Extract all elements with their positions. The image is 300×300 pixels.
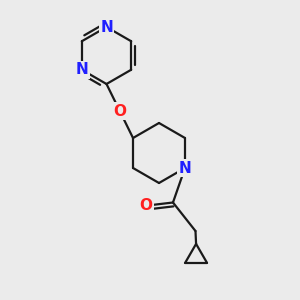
Text: N: N bbox=[75, 62, 88, 77]
Text: O: O bbox=[113, 103, 126, 118]
Text: O: O bbox=[140, 198, 152, 213]
Text: N: N bbox=[100, 20, 113, 34]
Text: N: N bbox=[178, 160, 191, 175]
